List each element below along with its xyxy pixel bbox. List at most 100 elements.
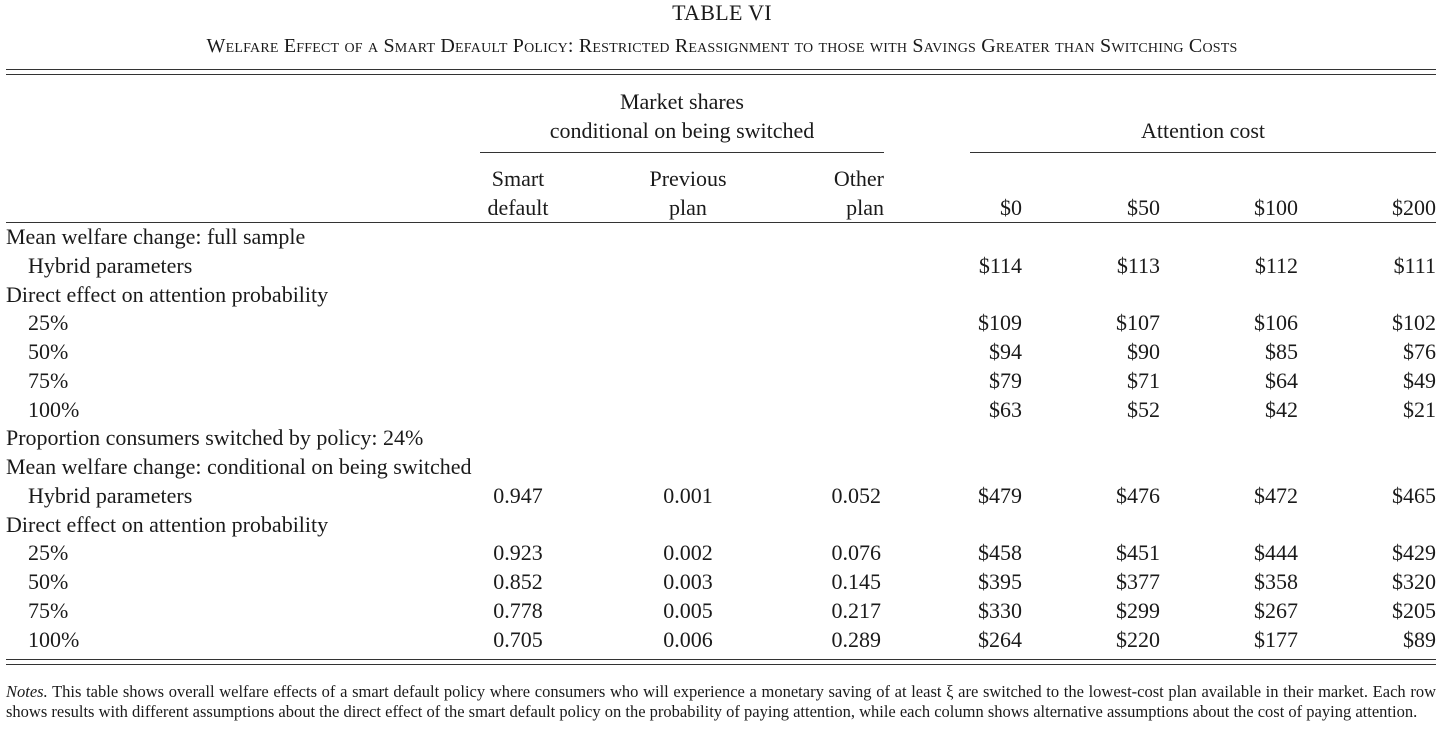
- table-row: Mean welfare change: conditional on bein…: [0, 452, 1444, 481]
- col-cost-100: $100: [1254, 195, 1298, 220]
- table-row: Hybrid parameters 0.947 0.001 0.052 $479 $476…: [0, 481, 1444, 510]
- market-shares-header: Market shares: [619, 89, 744, 114]
- welfare-cost-200: $89: [1403, 626, 1436, 652]
- welfare-cost-100: $85: [1265, 339, 1298, 364]
- row-label: 100%: [28, 626, 80, 652]
- smart-default-share: 0.705: [493, 626, 543, 652]
- welfare-cost-0: $63: [989, 396, 1022, 422]
- welfare-cost-0: $114: [978, 252, 1022, 278]
- welfare-cost-100: $472: [1254, 482, 1298, 508]
- col-other-plan-2: plan: [846, 195, 884, 220]
- welfare-cost-50: $71: [1127, 367, 1160, 393]
- welfare-cost-50: $113: [1116, 252, 1160, 278]
- welfare-cost-50: $451: [1116, 540, 1160, 566]
- table-row: Proportion consumers switched by policy:…: [0, 423, 1444, 452]
- row-label: 100%: [28, 396, 80, 422]
- row-label: Hybrid parameters: [28, 482, 193, 508]
- table-row: 75% $79 $71 $64 $49: [0, 366, 1444, 395]
- welfare-cost-100: $42: [1265, 396, 1298, 422]
- welfare-cost-50: $299: [1116, 597, 1160, 623]
- row-label: Mean welfare change: conditional on bein…: [6, 454, 472, 479]
- welfare-cost-200: $49: [1403, 367, 1436, 393]
- previous-plan-share: 0.001: [663, 482, 713, 508]
- col-previous-plan-2: plan: [669, 195, 707, 220]
- welfare-cost-100: $267: [1254, 597, 1298, 623]
- welfare-cost-50: $90: [1127, 339, 1160, 364]
- table-subtitle: Welfare Effect of a Smart Default Policy…: [206, 35, 1238, 57]
- top-rule-2: [6, 74, 1436, 75]
- row-label: 50%: [28, 569, 69, 594]
- welfare-cost-200: $429: [1392, 540, 1436, 566]
- table-notes: Notes. This table shows overall welfare …: [6, 682, 1436, 722]
- welfare-cost-100: $112: [1254, 252, 1298, 278]
- welfare-cost-100: $358: [1254, 569, 1298, 594]
- welfare-cost-50: $52: [1127, 396, 1160, 422]
- col-cost-200: $200: [1392, 195, 1436, 220]
- table-row: 25% 0.923 0.002 0.076 $458 $451 $444 $429: [0, 538, 1444, 567]
- table-row: Direct effect on attention probability: [0, 280, 1444, 309]
- row-label: 75%: [28, 597, 69, 623]
- table-title: TABLE VI: [672, 0, 772, 25]
- welfare-cost-200: $76: [1403, 339, 1436, 364]
- previous-plan-share: 0.003: [663, 569, 713, 594]
- row-label: Mean welfare change: full sample: [6, 224, 306, 249]
- table-row: 75% 0.778 0.005 0.217 $330 $299 $267 $205: [0, 596, 1444, 625]
- row-label: Direct effect on attention probability: [6, 511, 329, 537]
- col-previous-plan-1: Previous: [649, 166, 727, 191]
- other-plan-share: 0.145: [831, 569, 882, 594]
- welfare-cost-100: $177: [1254, 626, 1298, 652]
- header-rule: [6, 222, 1436, 223]
- table-row: 50% 0.852 0.003 0.145 $395 $377 $358 $320: [0, 567, 1444, 596]
- welfare-cost-0: $264: [978, 626, 1022, 652]
- welfare-cost-0: $458: [978, 540, 1022, 566]
- previous-plan-share: 0.005: [663, 597, 713, 623]
- row-label: Direct effect on attention probability: [6, 281, 329, 307]
- welfare-cost-100: $106: [1254, 310, 1298, 336]
- welfare-cost-200: $205: [1392, 597, 1436, 623]
- welfare-cost-0: $79: [989, 367, 1022, 393]
- table-row: 25% $109 $107 $106 $102: [0, 308, 1444, 337]
- table-row: Hybrid parameters $114 $113 $112 $111: [0, 251, 1444, 280]
- col-smart-default-1: Smart: [491, 166, 545, 191]
- col-cost-50: $50: [1127, 195, 1160, 220]
- row-label: Hybrid parameters: [28, 252, 193, 278]
- table-row: Direct effect on attention probability: [0, 510, 1444, 539]
- welfare-cost-0: $94: [989, 339, 1022, 364]
- welfare-cost-200: $320: [1392, 569, 1436, 594]
- welfare-cost-100: $444: [1254, 540, 1298, 566]
- smart-default-share: 0.947: [493, 482, 543, 508]
- welfare-cost-0: $330: [978, 597, 1022, 623]
- welfare-cost-0: $479: [978, 482, 1022, 508]
- previous-plan-share: 0.006: [663, 626, 713, 652]
- welfare-cost-200: $102: [1392, 310, 1436, 336]
- welfare-cost-100: $64: [1265, 367, 1298, 393]
- notes-text: This table shows overall welfare effects…: [6, 682, 1436, 721]
- smart-default-share: 0.923: [493, 540, 543, 566]
- row-label: 25%: [28, 310, 69, 336]
- row-label: Proportion consumers switched by policy:…: [6, 425, 424, 451]
- bottom-rule-1: [6, 659, 1436, 660]
- market-shares-underline: [480, 152, 884, 153]
- welfare-cost-50: $220: [1116, 626, 1160, 652]
- welfare-cost-0: $109: [978, 310, 1022, 336]
- welfare-cost-200: $111: [1393, 252, 1436, 278]
- welfare-cost-0: $395: [978, 569, 1022, 594]
- other-plan-share: 0.289: [831, 626, 882, 652]
- welfare-cost-200: $21: [1403, 396, 1436, 422]
- row-label: 75%: [28, 367, 69, 393]
- welfare-cost-50: $107: [1116, 310, 1160, 336]
- bottom-rule-2: [6, 664, 1436, 665]
- attention-cost-header: Attention cost: [1140, 118, 1266, 143]
- other-plan-share: 0.217: [831, 597, 882, 623]
- other-plan-share: 0.052: [831, 482, 882, 508]
- notes-lead: Notes.: [6, 682, 48, 701]
- welfare-cost-200: $465: [1392, 482, 1436, 508]
- top-rule-1: [6, 69, 1436, 70]
- table-row: 100% 0.705 0.006 0.289 $264 $220 $177 $89: [0, 625, 1444, 654]
- col-cost-0: $0: [1000, 195, 1022, 220]
- market-shares-header-sub: conditional on being switched: [549, 118, 815, 143]
- other-plan-share: 0.076: [831, 540, 882, 566]
- table-row: 100% $63 $52 $42 $21: [0, 395, 1444, 424]
- col-smart-default-2: default: [487, 195, 549, 220]
